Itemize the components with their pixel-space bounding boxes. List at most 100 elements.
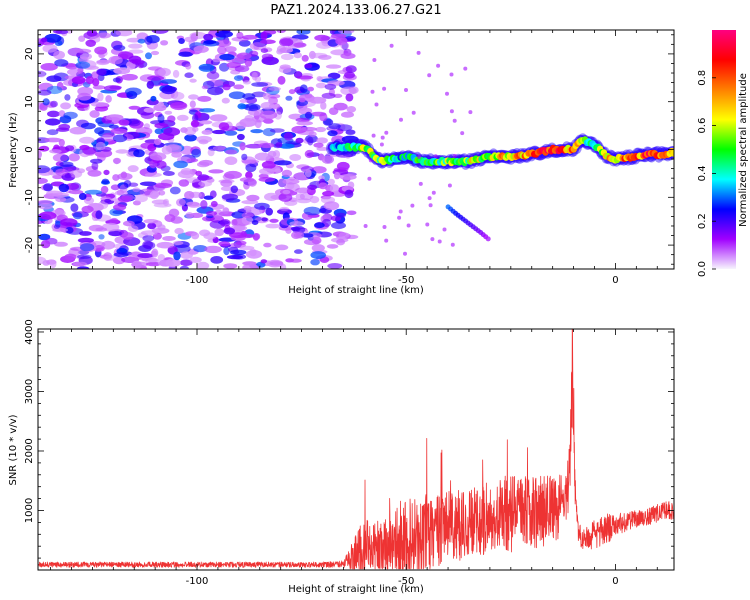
noise-blob xyxy=(239,142,246,151)
noise-blob xyxy=(258,142,275,149)
noise-blob xyxy=(80,122,96,130)
noise-blob xyxy=(242,34,258,40)
noise-blob xyxy=(210,256,224,264)
noise-blob xyxy=(50,100,58,108)
noise-blob xyxy=(149,190,159,200)
noise-blob xyxy=(209,114,228,122)
noise-blob xyxy=(68,189,84,195)
noise-blob xyxy=(285,95,293,101)
noise-blob xyxy=(221,97,230,104)
noise-blob xyxy=(230,185,238,194)
noise-blob xyxy=(316,146,329,151)
noise-blob xyxy=(100,185,109,194)
noise-blob xyxy=(38,145,50,152)
noise-blob xyxy=(38,89,52,96)
noise-blob xyxy=(143,107,156,113)
noise-blob xyxy=(59,161,74,167)
noise-blob xyxy=(260,101,275,110)
noise-blob xyxy=(282,178,300,185)
noise-blob xyxy=(224,156,238,165)
noise-blob xyxy=(324,83,337,90)
noise-blob xyxy=(294,249,303,254)
noise-blob xyxy=(157,114,165,123)
noise-blob xyxy=(76,266,90,269)
noise-blob xyxy=(177,170,195,179)
noise-blob xyxy=(242,93,256,100)
noise-blob xyxy=(178,179,190,187)
noise-speck xyxy=(410,203,415,208)
noise-speck xyxy=(382,86,387,91)
noise-speck xyxy=(442,227,447,232)
noise-blob xyxy=(193,45,209,53)
noise-blob xyxy=(310,259,320,266)
noise-blob xyxy=(95,141,106,151)
noise-blob xyxy=(75,61,91,69)
noise-blob xyxy=(179,259,193,267)
noise-blob xyxy=(239,177,255,183)
noise-blob xyxy=(315,126,327,133)
noise-blob xyxy=(344,71,355,79)
noise-blob xyxy=(133,149,145,158)
noise-blob xyxy=(103,255,118,261)
colorbar-ticks: 0.0 0.2 0.4 0.6 0.8 xyxy=(697,70,716,277)
noise-speck xyxy=(384,238,389,243)
noise-blob xyxy=(139,181,157,187)
noise-blob xyxy=(139,188,153,196)
noise-speck xyxy=(403,251,407,256)
noise-blob xyxy=(67,68,81,76)
ridge-cell xyxy=(670,149,674,157)
noise-blob xyxy=(344,189,354,199)
noise-blob xyxy=(219,53,235,61)
noise-blob xyxy=(341,111,354,118)
noise-blob xyxy=(340,52,356,60)
noise-blob xyxy=(274,168,282,173)
noise-blob xyxy=(251,71,258,81)
noise-blob xyxy=(143,241,156,250)
noise-blob xyxy=(261,160,276,169)
noise-blob xyxy=(304,149,315,159)
colorbar-tick-label: 0.2 xyxy=(697,213,708,229)
noise-blob xyxy=(211,129,227,135)
noise-blob xyxy=(161,145,173,155)
noise-blob xyxy=(113,252,129,258)
noise-blob xyxy=(117,172,133,181)
noise-blob xyxy=(55,168,68,176)
noise-blob xyxy=(223,263,238,269)
noise-blob xyxy=(84,189,103,195)
noise-blob xyxy=(212,145,227,151)
noise-speck xyxy=(452,118,457,123)
noise-blob xyxy=(221,193,239,201)
y-tick-label: 4000 xyxy=(24,319,35,344)
noise-blob xyxy=(205,211,218,216)
noise-blob xyxy=(69,126,87,135)
noise-blob xyxy=(68,153,80,162)
noise-blob xyxy=(245,143,263,149)
noise-blob xyxy=(296,75,314,80)
noise-blob xyxy=(342,151,357,157)
noise-speck xyxy=(380,135,385,140)
y-tick-label: 0 xyxy=(24,146,35,152)
noise-blob xyxy=(154,128,163,135)
noise-speck xyxy=(399,117,403,122)
noise-blob xyxy=(127,225,139,233)
noise-blob xyxy=(228,91,246,100)
noise-blob xyxy=(89,110,100,118)
noise-blob xyxy=(42,98,50,106)
noise-blob xyxy=(333,102,348,111)
noise-blob xyxy=(327,178,335,186)
noise-blob xyxy=(206,71,220,80)
noise-blob xyxy=(277,75,286,85)
noise-blob xyxy=(283,132,293,141)
noise-blob xyxy=(112,77,121,83)
noise-blob xyxy=(60,102,72,110)
noise-blob xyxy=(293,52,302,59)
noise-blob xyxy=(330,33,347,39)
noise-blob xyxy=(222,207,230,215)
noise-blob xyxy=(325,64,342,69)
noise-blob xyxy=(79,243,95,252)
noise-speck xyxy=(374,102,379,107)
noise-blob xyxy=(326,244,339,249)
noise-speck xyxy=(430,237,435,242)
noise-blob xyxy=(307,136,314,146)
x-tick-label: 0 xyxy=(612,576,618,587)
